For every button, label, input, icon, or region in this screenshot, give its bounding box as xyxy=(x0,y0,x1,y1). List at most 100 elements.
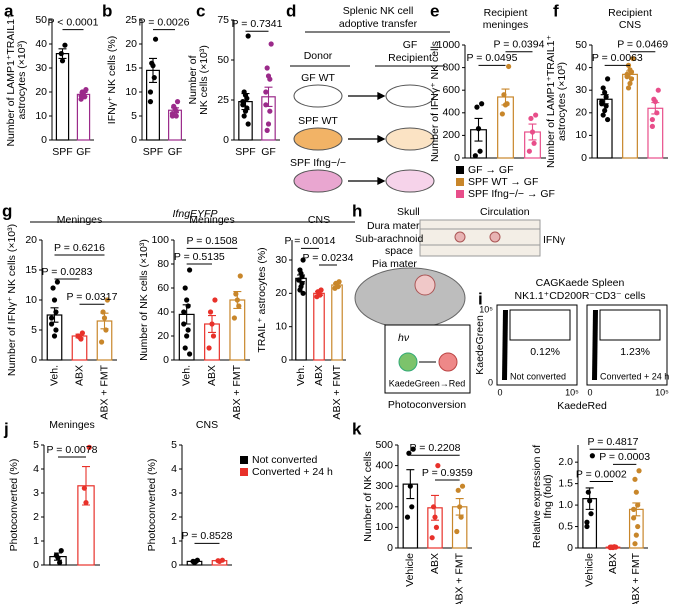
data-point xyxy=(584,523,590,530)
gate xyxy=(509,309,571,341)
x-tick-label: ABX xyxy=(206,365,218,386)
y-tick-label: 0 xyxy=(581,152,587,164)
donor-name: GF WT xyxy=(301,72,335,84)
y-tick-label: 25 xyxy=(217,94,229,106)
p-value: P = 0.7341 xyxy=(232,18,283,30)
layer-label: Pia mater xyxy=(372,258,417,270)
recipient-label: Recipient xyxy=(388,52,432,64)
y-axis-label: Number of LAMP1⁺TRAIL1⁺ xyxy=(545,35,557,169)
y-tick-label: 80 xyxy=(157,258,169,270)
y-tick-label: 10 xyxy=(125,86,137,98)
data-point xyxy=(265,121,272,127)
chart-title: Recipient xyxy=(608,7,652,19)
tick-label: 10⁵ xyxy=(479,304,493,314)
y-axis-label: Number of xyxy=(187,55,199,104)
y-tick-label: 10 xyxy=(25,294,37,306)
data-point xyxy=(54,279,61,285)
p-value: P = 0.0317 xyxy=(67,291,118,303)
p-value: P = 0.0495 xyxy=(467,52,518,64)
data-point xyxy=(50,285,56,291)
y-tick-label: 75 xyxy=(217,14,229,26)
chart-title: CNS xyxy=(619,19,641,31)
y-tick-label: 2 xyxy=(171,511,177,523)
panel-header: IfngEYFP xyxy=(173,208,218,220)
y-tick-label: 2 xyxy=(33,511,39,523)
y-tick-label: 10 xyxy=(35,110,47,122)
chart-title: Meninges xyxy=(57,214,103,226)
y-tick-label: 30 xyxy=(275,254,287,266)
panel-label: a xyxy=(4,1,14,20)
data-point xyxy=(585,489,591,495)
data-point xyxy=(605,76,611,82)
data-point xyxy=(526,148,532,154)
y-tick-label: 30 xyxy=(575,84,587,96)
data-point xyxy=(245,33,251,39)
tick-label: 10⁵ xyxy=(655,387,669,397)
data-point xyxy=(174,99,181,105)
data-point xyxy=(240,102,246,108)
data-point xyxy=(407,483,413,489)
y-tick-label: 0 xyxy=(131,134,137,146)
mouse xyxy=(385,169,435,193)
y-axis-label: TRAIL⁺ astrocytes (%) xyxy=(256,247,268,352)
data-point xyxy=(83,500,89,506)
y-tick-label: 20 xyxy=(25,234,37,246)
data-point xyxy=(245,121,251,127)
arrow-head xyxy=(377,134,386,144)
x-tick-label: ABX + FMT xyxy=(98,364,110,419)
axis-label: KaedeRed xyxy=(557,400,607,412)
data-point xyxy=(216,558,223,565)
y-tick-label: 5 xyxy=(33,439,39,451)
layer-label: Circulation xyxy=(480,206,530,218)
data-point xyxy=(300,290,306,296)
data-point xyxy=(479,101,485,107)
y-tick-label: 20 xyxy=(35,86,47,98)
data-point xyxy=(58,51,64,57)
data-point xyxy=(78,93,84,99)
p-value: P = 0.0469 xyxy=(617,39,668,51)
x-tick-label: ABX xyxy=(429,553,441,574)
x-tick-label: GF xyxy=(261,146,276,158)
bar xyxy=(55,52,70,141)
y-tick-label: 1000 xyxy=(437,39,461,51)
y-tick-label: 0 xyxy=(387,542,393,554)
cell-green xyxy=(398,352,418,372)
y-tick-label: 50 xyxy=(217,54,229,66)
y-tick-label: 0 xyxy=(281,354,287,366)
data-point xyxy=(430,504,437,510)
population xyxy=(502,310,508,380)
data-point xyxy=(181,309,187,315)
y-axis-label: NK cells (×10³) xyxy=(198,45,210,115)
p-value: P = 0.0014 xyxy=(285,235,336,247)
y-axis-label: Number of NK cells xyxy=(362,451,374,541)
data-point xyxy=(635,502,641,508)
flow-plot xyxy=(496,304,578,386)
y-tick-label: 40 xyxy=(35,38,47,50)
mouse xyxy=(385,127,435,151)
data-point xyxy=(147,89,154,95)
data-point xyxy=(602,107,608,114)
data-point xyxy=(602,89,608,96)
y-tick-label: 60 xyxy=(157,282,169,294)
data-point xyxy=(299,274,305,280)
panel-h: h Skull Circulation Dura mater Sub-arach… xyxy=(352,201,566,410)
tick-label: 0 xyxy=(488,377,493,387)
legend-swatch xyxy=(240,468,248,476)
diagram-title: Splenic NK cell xyxy=(343,5,414,17)
y-tick-label: 20 xyxy=(125,38,137,50)
y-tick-label: 4 xyxy=(171,463,177,475)
y-tick-label: 400 xyxy=(442,107,460,119)
p-value: P = 0.0063 xyxy=(592,52,643,64)
y-tick-label: 1.5 xyxy=(558,477,573,489)
y-tick-label: 1.0 xyxy=(558,499,573,511)
p-value: P = 0.0078 xyxy=(47,444,98,456)
mouse xyxy=(385,84,435,108)
x-tick-label: ABX xyxy=(313,365,325,386)
legend-swatch xyxy=(456,178,464,186)
y-tick-label: 5 xyxy=(171,439,177,451)
tick-label: 10⁵ xyxy=(565,387,579,397)
y-tick-label: 0 xyxy=(33,559,39,571)
y-tick-label: 50 xyxy=(575,39,587,51)
p-value: P = 0.0234 xyxy=(303,252,354,264)
data-point xyxy=(99,339,105,345)
